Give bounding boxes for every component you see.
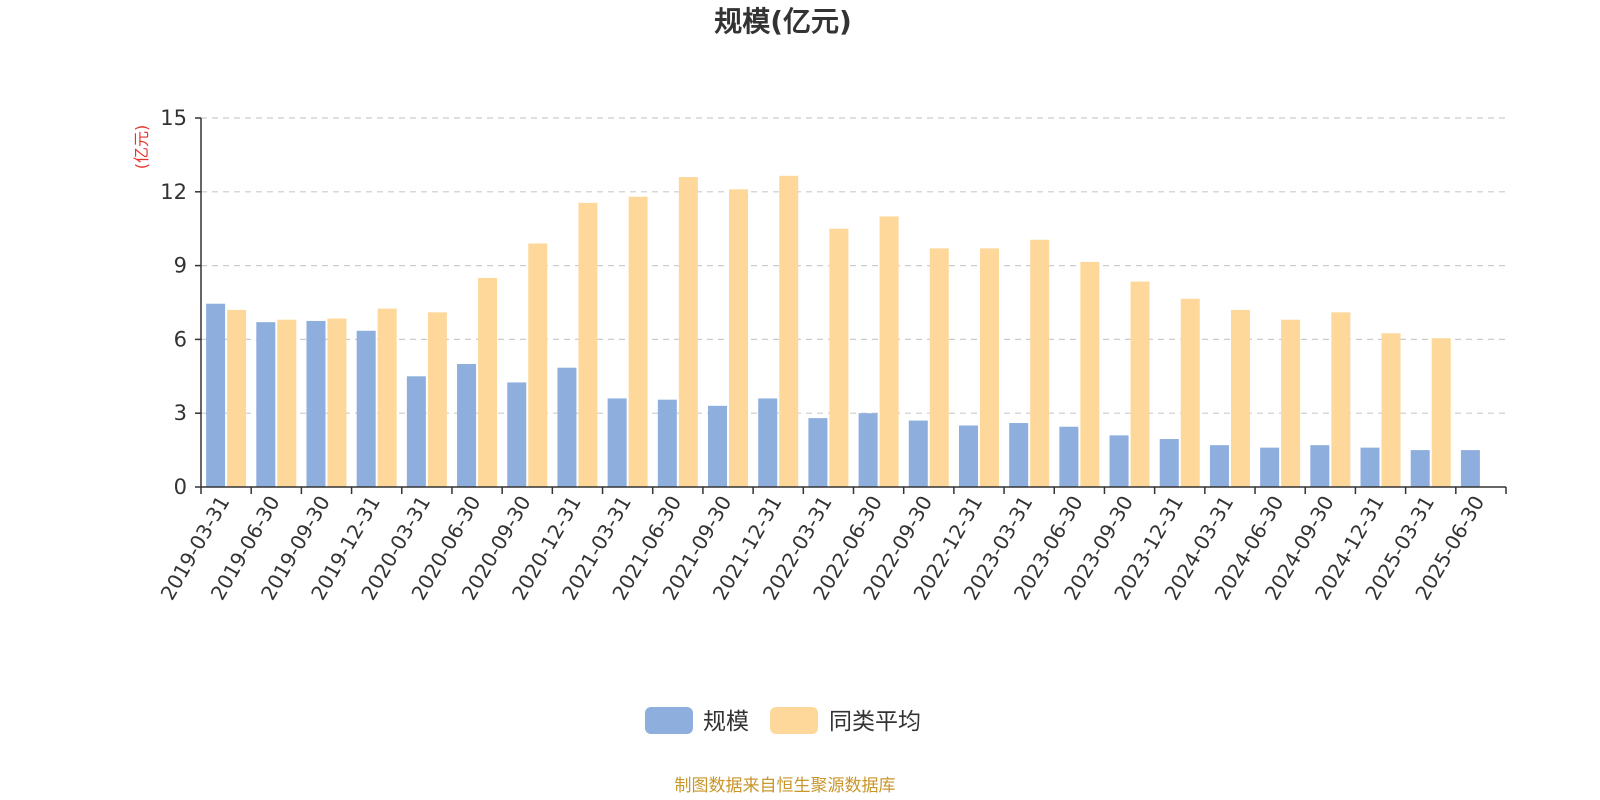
bar-peer-average <box>1381 333 1401 487</box>
bar-scale <box>1109 435 1129 487</box>
bar-peer-average <box>1180 298 1200 487</box>
bar-peer-average <box>1331 312 1351 487</box>
bar-peer-average <box>829 228 849 487</box>
bars <box>206 175 1480 488</box>
y-tick-label: 9 <box>174 254 187 278</box>
y-axis-unit-label: (亿元) <box>132 125 151 170</box>
bar-scale <box>808 418 828 487</box>
bar-peer-average <box>227 309 247 487</box>
y-tick-label: 3 <box>174 401 187 425</box>
bar-scale <box>908 420 928 487</box>
bar-scale <box>1360 447 1380 487</box>
bar-peer-average <box>879 216 899 487</box>
bar-scale <box>657 399 677 487</box>
chart-title: 规模(亿元) <box>714 5 852 38</box>
bar-peer-average <box>1080 261 1100 487</box>
bar-peer-average <box>1230 309 1250 487</box>
x-tick-labels: 2019-03-312019-06-302019-09-302019-12-31… <box>156 491 1490 604</box>
bar-peer-average <box>478 277 498 487</box>
y-tick-label: 15 <box>160 106 187 130</box>
bar-peer-average <box>979 248 999 487</box>
bar-scale <box>306 320 326 487</box>
bar-scale <box>958 425 978 487</box>
legend-label: 同类平均 <box>829 709 921 735</box>
bar-scale <box>758 398 778 487</box>
y-tick-label: 0 <box>174 475 187 499</box>
bar-scale <box>607 398 627 487</box>
bar-scale <box>457 364 477 487</box>
bar-peer-average <box>929 248 949 487</box>
bar-scale <box>507 382 527 487</box>
bar-scale <box>1410 450 1430 487</box>
bar-scale <box>557 367 577 487</box>
bar-scale <box>406 376 426 487</box>
legend-swatch <box>770 707 818 734</box>
bar-scale <box>1209 445 1229 487</box>
bar-scale <box>1460 450 1480 487</box>
legend: 规模 同类平均 <box>645 707 921 735</box>
bar-scale <box>256 322 276 487</box>
bar-scale <box>1009 423 1029 487</box>
legend-label: 规模 <box>703 709 749 735</box>
bar-peer-average <box>628 196 648 487</box>
bar-scale <box>1310 445 1330 487</box>
bar-scale <box>1159 439 1179 487</box>
y-tick-labels: 0 3 6 9 12 15 <box>160 106 187 499</box>
legend-swatch <box>645 707 693 734</box>
bar-scale <box>356 330 376 487</box>
bar-peer-average <box>1030 239 1050 487</box>
bar-peer-average <box>377 308 397 487</box>
source-note: 制图数据来自恒生聚源数据库 <box>675 776 896 796</box>
bar-scale <box>708 405 728 487</box>
bar-peer-average <box>427 312 447 487</box>
bar-peer-average <box>277 319 297 487</box>
bar-scale <box>206 303 226 487</box>
y-tick-label: 12 <box>160 180 187 204</box>
bar-scale <box>1059 426 1079 487</box>
grid-lines <box>195 117 1506 488</box>
bar-peer-average <box>1130 281 1150 487</box>
bar-peer-average <box>1431 338 1451 487</box>
axes <box>200 118 1507 494</box>
bar-peer-average <box>528 243 548 487</box>
bar-peer-average <box>1281 319 1301 487</box>
bar-peer-average <box>779 175 799 487</box>
bar-scale <box>858 413 878 487</box>
bar-peer-average <box>327 318 347 487</box>
bar-peer-average <box>729 189 749 487</box>
bar-peer-average <box>578 202 598 487</box>
bar-peer-average <box>678 177 698 488</box>
bar-scale <box>1260 447 1280 487</box>
y-tick-label: 6 <box>174 327 187 351</box>
